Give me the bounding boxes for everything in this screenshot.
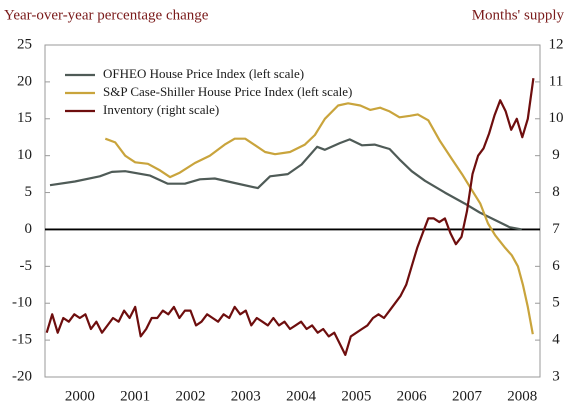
x-tick-label: 2002 xyxy=(175,388,205,404)
y-tick-label: 25 xyxy=(17,36,32,52)
series-line xyxy=(45,78,535,356)
series-line xyxy=(104,102,534,335)
y2-tick-label: 9 xyxy=(552,147,560,163)
y2-tick-label: 4 xyxy=(552,332,560,348)
y2-axis-title: Months' supply xyxy=(472,7,565,23)
x-tick-label: 2007 xyxy=(452,388,483,404)
y2-tick-label: 11 xyxy=(549,73,563,89)
y2-tick-label: 7 xyxy=(552,221,560,237)
y2-tick-label: 12 xyxy=(549,36,564,52)
y2-tick-label: 5 xyxy=(552,295,560,311)
y-tick-label: 15 xyxy=(17,110,32,126)
y2-tick-label: 8 xyxy=(552,184,560,200)
series-line xyxy=(49,138,522,231)
y-tick-label: 10 xyxy=(17,147,32,163)
x-tick-label: 2001 xyxy=(120,388,150,404)
legend-text: OFHEO House Price Index (left scale) xyxy=(103,66,304,81)
x-tick-label: 2003 xyxy=(231,388,261,404)
y-tick-label: 20 xyxy=(17,73,32,89)
y-tick-label: -20 xyxy=(12,368,32,384)
y-tick-label: -15 xyxy=(12,332,32,348)
x-tick-label: 2006 xyxy=(397,388,428,404)
x-tick-label: 2005 xyxy=(341,388,371,404)
y-tick-label: 5 xyxy=(25,184,33,200)
y2-tick-label: 6 xyxy=(552,258,560,274)
y-axis-title: Year-over-year percentage change xyxy=(4,7,209,23)
legend-text: S&P Case-Shiller House Price Index (left… xyxy=(103,84,352,99)
y2-tick-label: 3 xyxy=(552,368,560,384)
y-tick-label: -10 xyxy=(12,295,32,311)
y2-tick-label: 10 xyxy=(549,110,564,126)
x-tick-label: 2008 xyxy=(507,388,537,404)
y-tick-label: -5 xyxy=(20,258,33,274)
plot-frame xyxy=(44,44,541,378)
x-tick-label: 2004 xyxy=(286,388,317,404)
y-tick-label: 0 xyxy=(25,221,33,237)
legend-text: Inventory (right scale) xyxy=(103,102,219,117)
x-tick-label: 2000 xyxy=(65,388,95,404)
